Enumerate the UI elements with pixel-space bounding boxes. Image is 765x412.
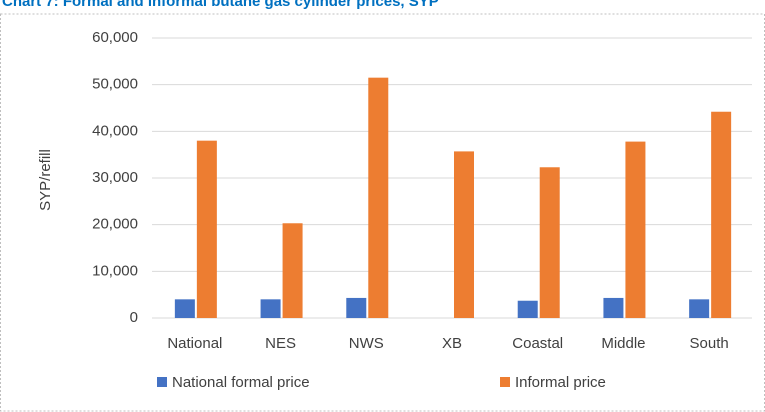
x-tick-label: NWS: [349, 335, 384, 352]
bar: [196, 140, 217, 318]
y-tick-label: 0: [130, 309, 138, 326]
bar: [625, 141, 646, 318]
bar: [711, 111, 732, 318]
x-tick-label: XB: [442, 335, 462, 352]
bar: [603, 297, 624, 318]
y-axis-label: SYP/refill: [37, 149, 54, 211]
bar: [260, 299, 281, 318]
bar: [454, 151, 474, 318]
chart-border: [0, 13, 765, 412]
bar: [174, 299, 195, 318]
y-tick-label: 60,000: [92, 29, 138, 46]
x-tick-label: Middle: [601, 335, 645, 352]
y-tick-label: 20,000: [92, 216, 138, 233]
x-tick-label: South: [690, 335, 729, 352]
bar: [539, 167, 560, 318]
bar: [689, 299, 710, 318]
y-tick-label: 10,000: [92, 262, 138, 279]
legend-swatch: [157, 377, 167, 387]
bar: [282, 223, 303, 318]
y-tick-label: 40,000: [92, 122, 138, 139]
y-tick-label: 30,000: [92, 169, 138, 186]
x-tick-label: Coastal: [512, 335, 563, 352]
x-tick-label: NES: [265, 335, 296, 352]
bar: [517, 300, 538, 318]
y-tick-label: 50,000: [92, 76, 138, 93]
legend-label: Informal price: [515, 374, 606, 391]
x-tick-label: National: [167, 335, 222, 352]
legend-swatch: [500, 377, 510, 387]
bar: [346, 297, 367, 318]
chart-title: Chart 7: Formal and informal butane gas …: [2, 0, 439, 10]
bar: [368, 77, 389, 319]
legend-label: National formal price: [172, 374, 310, 391]
